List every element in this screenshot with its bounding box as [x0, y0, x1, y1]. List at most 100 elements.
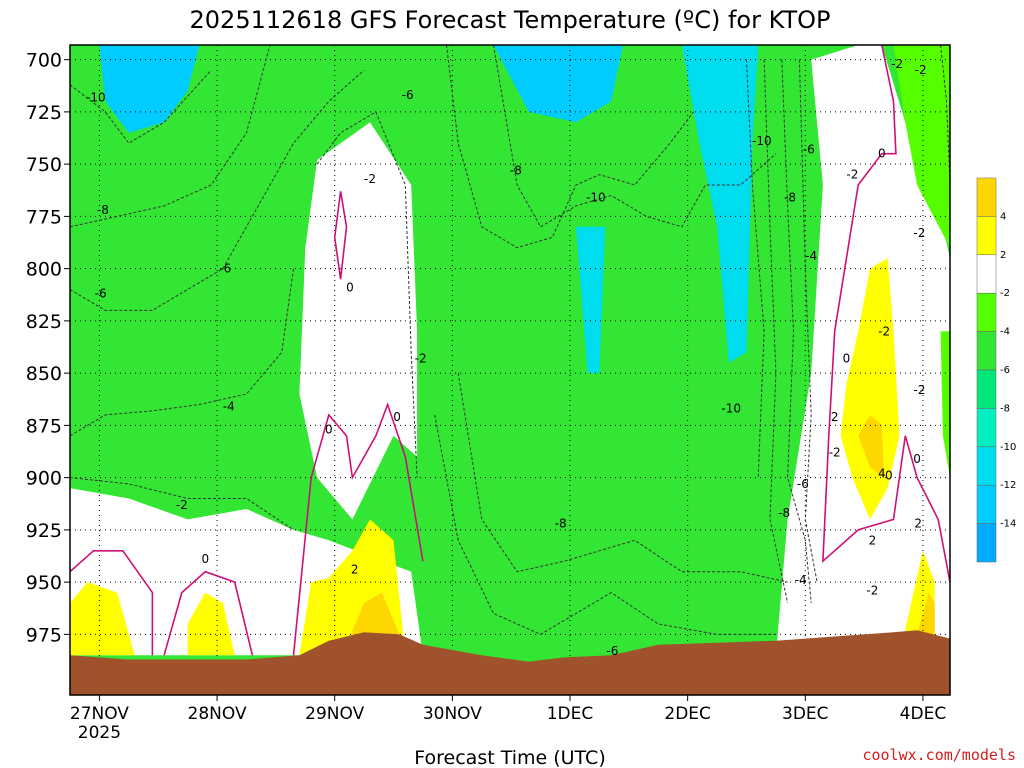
colorbar-swatch	[976, 331, 997, 371]
contour-label: 0	[325, 423, 333, 437]
contour-label: -2	[829, 446, 841, 460]
contour-label: 0	[885, 469, 893, 483]
contour-c-2-27nov	[70, 477, 294, 531]
contour-label: -4	[795, 573, 807, 587]
temp-region-gold-3dec	[858, 414, 885, 478]
x-tick-label: 3DEC	[782, 704, 829, 724]
y-tick-label: 925	[26, 520, 62, 542]
contour-c-2-29nov	[316, 111, 418, 478]
colorbar-swatch	[976, 254, 997, 294]
temp-region-yellow-28nov	[187, 592, 235, 656]
y-tick-label: 950	[26, 572, 62, 594]
y-tick-label: 975	[26, 624, 62, 646]
contour-label: -6	[606, 644, 618, 658]
contour-label: 2	[351, 563, 359, 577]
contour-label: 0	[346, 280, 354, 294]
contour-c-2-4dec-right	[940, 45, 950, 186]
contour-label: -2	[176, 498, 188, 512]
contour-c-10-3dec	[746, 59, 765, 478]
temp-region-yellow-27nov	[70, 582, 135, 656]
temp-region-gold-4dec	[917, 592, 935, 641]
temp-region-cold-core-27nov	[99, 45, 200, 133]
terrain-surface	[70, 630, 950, 695]
colorbar-label: -14	[1000, 519, 1016, 530]
contour-label: -2	[913, 226, 925, 240]
contour-c-8-3dec	[763, 59, 789, 604]
colorbar-label: 4	[1000, 211, 1006, 222]
contour-label: -2	[878, 324, 890, 338]
contour-label: -4	[805, 249, 817, 263]
contour-label: 0	[201, 552, 209, 566]
contour-label: -2	[915, 63, 927, 77]
contour-label: -6	[402, 88, 414, 102]
contour-c-4-3dec	[798, 59, 818, 583]
x-tick-label: 29NOV	[305, 704, 364, 724]
temp-region-yellow-3dec	[840, 258, 900, 520]
contour-label: -4	[223, 400, 235, 414]
y-tick-label: 875	[26, 415, 62, 437]
credit-text: coolwx.com/models	[862, 746, 1016, 764]
temp-region-green-4dec-low	[940, 331, 950, 478]
colorbar-swatch	[976, 177, 997, 217]
contour-c-0-left	[70, 550, 154, 656]
contour-c-6-lowtrough	[434, 414, 776, 635]
contour-c-4-27nov	[70, 268, 294, 437]
contour-c-0-3dec	[822, 45, 950, 583]
contour-label: -2	[364, 172, 376, 186]
y-tick-label: 800	[26, 259, 62, 281]
y-tick-label: 850	[26, 363, 62, 385]
contour-label: -10	[86, 90, 106, 104]
x-year-label: 2025	[78, 723, 121, 743]
contour-label: -2	[846, 168, 858, 182]
contour-label: 4	[878, 467, 886, 481]
contour-c-8-30nov	[446, 45, 694, 249]
temp-region-cold-core-2dec	[681, 45, 759, 363]
contour-label: -2	[891, 57, 903, 71]
x-tick-label: 30NOV	[423, 704, 482, 724]
y-tick-label: 825	[26, 311, 62, 333]
contour-c-6-27nov	[70, 69, 365, 311]
contour-label: -8	[97, 203, 109, 217]
colorbar-label: -2	[1000, 288, 1010, 299]
colorbar-label: -8	[1000, 403, 1010, 414]
contour-label: -10	[586, 191, 606, 205]
colorbar-swatch	[976, 216, 997, 256]
x-tick-label: 2DEC	[664, 704, 711, 724]
contour-label: -6	[95, 287, 107, 301]
contour-label: -8	[510, 163, 522, 177]
contour-c-8-lowtrough	[457, 373, 788, 583]
contour-label: 2	[869, 533, 877, 547]
y-tick-label: 750	[26, 154, 62, 176]
colorbar-swatch	[976, 369, 997, 409]
contour-label: 0	[878, 147, 886, 161]
chart-title: 2025112618 GFS Forecast Temperature (ºC)…	[190, 6, 831, 34]
contour-label: 2	[914, 517, 922, 531]
contour-label: -6	[797, 477, 809, 491]
colorbar-swatch	[976, 446, 997, 486]
contour-c-0-mid	[163, 570, 254, 656]
contour-label: -8	[778, 506, 790, 520]
contour-c-10-30nov	[493, 45, 777, 228]
contour-label: -10	[721, 402, 741, 416]
colorbar-label: 2	[1000, 250, 1006, 261]
y-tick-label: 700	[26, 50, 62, 72]
temp-region-green-3dec-mid	[893, 45, 950, 248]
contour-label: -2	[866, 584, 878, 598]
contour-c-6-3dec	[781, 59, 812, 604]
contour-c-0-29nov	[292, 402, 424, 656]
colorbar-label: -4	[1000, 327, 1010, 338]
contour-label: -2	[415, 352, 427, 366]
contour-label: -6	[219, 262, 231, 276]
colorbar-swatch	[976, 408, 997, 448]
contour-label: 0	[913, 452, 921, 466]
x-tick-label: 27NOV	[70, 704, 129, 724]
y-tick-label: 900	[26, 468, 62, 490]
x-tick-label: 28NOV	[188, 704, 247, 724]
y-tick-label: 775	[26, 206, 62, 228]
contour-label: 0	[393, 410, 401, 424]
colorbar-label: -6	[1000, 365, 1010, 376]
contour-label: -2	[913, 383, 925, 397]
colorbar-label: -12	[1000, 480, 1016, 491]
colorbar-swatch	[976, 292, 997, 332]
